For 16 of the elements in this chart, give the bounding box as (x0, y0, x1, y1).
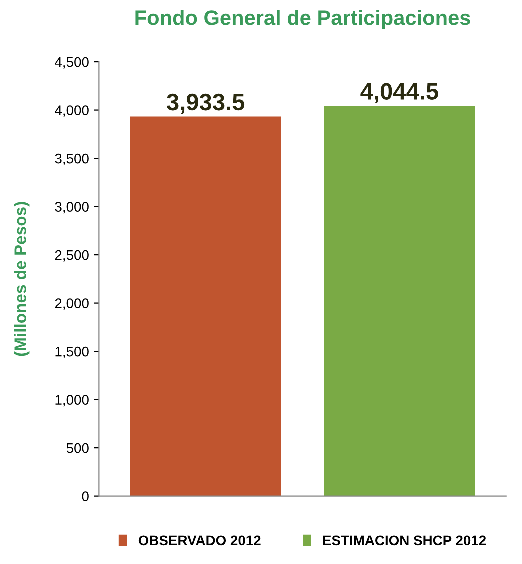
legend-label: OBSERVADO 2012 (138, 536, 261, 546)
y-axis-title: (Millones de Pesos) (14, 202, 30, 356)
data-label: 4,044.5 (360, 83, 438, 104)
y-tick-label: 1,500 (56, 346, 89, 358)
y-tick-label: 500 (66, 443, 89, 454)
y-tick-label: 1,000 (56, 395, 89, 407)
y-tick-label: 0 (82, 492, 89, 502)
y-tick-label: 4,000 (55, 106, 89, 118)
y-tick-label: 3,000 (55, 202, 89, 214)
legend-label: ESTIMACION SHCP 2012 (323, 536, 486, 546)
y-tick-label: 2,500 (55, 250, 89, 262)
y-tick-label: 2,000 (55, 298, 89, 310)
y-tick-label: 3,500 (55, 154, 89, 166)
y-tick-label: 4,500 (55, 57, 89, 69)
chart-title: Fondo General de Participaciones (136, 10, 470, 30)
data-label: 3,933.5 (166, 94, 245, 114)
